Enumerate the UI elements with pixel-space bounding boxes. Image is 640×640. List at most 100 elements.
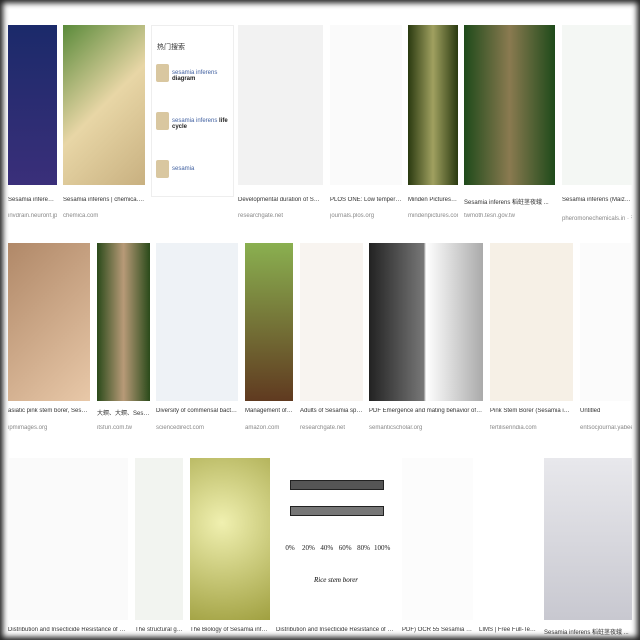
result-caption[interactable]: Sesamia inferens 稻蛀茎夜蛾 ... xyxy=(544,630,629,636)
result-thumbnail[interactable] xyxy=(245,243,293,401)
result-source[interactable]: mindenpictures.com xyxy=(408,213,458,219)
inset-tick-label: 40% xyxy=(320,544,334,552)
result-source[interactable]: ipmimages.org xyxy=(8,425,48,431)
inset-bar xyxy=(290,480,384,490)
related-item[interactable]: sesamia inferens diagram xyxy=(172,70,233,82)
result-tile[interactable]: PDF) OCR 55 Sesamia inferens ... xyxy=(402,458,473,640)
result-source[interactable]: semanticscholar.org xyxy=(369,425,423,431)
result-caption[interactable]: Developmental duration of Sesamia infere… xyxy=(238,197,323,203)
result-thumbnail[interactable] xyxy=(464,25,555,185)
result-thumbnail[interactable] xyxy=(300,243,363,401)
result-thumbnail[interactable] xyxy=(369,243,483,401)
result-caption[interactable]: PLOS ONE: Low temperature deve... xyxy=(330,197,402,203)
result-source[interactable]: journals.plos.org xyxy=(330,213,375,219)
result-thumbnail[interactable] xyxy=(330,25,402,185)
inset-tick-label: 20% xyxy=(301,544,315,552)
result-caption[interactable]: Sesamia inferens 稻蛀茎夜蛾 ... xyxy=(464,200,549,206)
result-tile[interactable]: PLOS ONE: Low temperature deve... journal… xyxy=(330,25,402,219)
result-thumbnail[interactable] xyxy=(156,243,238,401)
result-thumbnail[interactable] xyxy=(562,25,632,185)
result-caption[interactable]: 大螟、大螟、Sesamia inf... xyxy=(97,411,150,417)
result-thumbnail[interactable] xyxy=(408,25,458,185)
related-item[interactable]: sesamia inferens life cycle xyxy=(172,118,233,130)
result-tile[interactable]: Sesamia inferens - new... invdrain.neuron… xyxy=(8,25,57,219)
result-source[interactable]: researchgate.net xyxy=(300,425,346,431)
result-source[interactable]: entsocjournal.yabee.com... xyxy=(580,425,632,431)
result-tile[interactable]: LIMS | Free Full-Text | The Co... xyxy=(479,458,537,640)
result-caption[interactable]: Distribution and Insecticide Resistance … xyxy=(8,627,128,633)
result-source[interactable]: fertiliserindia.com xyxy=(490,425,537,431)
result-source[interactable]: amazon.com xyxy=(245,425,280,431)
result-source[interactable]: invdrain.neuronf.jp xyxy=(8,213,57,219)
result-caption[interactable]: Sesamia inferens | chemica.com xyxy=(63,197,145,203)
related-icon xyxy=(156,112,169,130)
result-source[interactable]: sciencedirect.com xyxy=(156,425,205,431)
result-thumbnail[interactable] xyxy=(479,458,537,620)
result-tile[interactable]: asiatic pink stem borer, Sesamia inferen… xyxy=(8,243,90,431)
result-thumbnail[interactable] xyxy=(8,458,128,620)
result-caption[interactable]: LIMS | Free Full-Text | The Co... xyxy=(479,627,537,633)
result-tile[interactable]: 大螟、大螟、Sesamia inf... itsfun.com.tw xyxy=(97,243,150,431)
result-caption[interactable]: Sesamia inferens (Maize pink ste... xyxy=(562,197,632,203)
related-query: sesamia inferens xyxy=(172,70,218,76)
related-icon xyxy=(156,160,169,178)
result-thumbnail[interactable] xyxy=(135,458,183,620)
related-query: sesamia inferens xyxy=(172,118,218,124)
result-tile[interactable]: The structural genetic... xyxy=(135,458,183,640)
related-suffix: diagram xyxy=(172,76,196,82)
result-thumbnail[interactable] xyxy=(190,458,270,620)
inset-tick-label: 80% xyxy=(357,544,371,552)
result-tile[interactable]: Minden Pictures - Purpl... mindenpictures… xyxy=(408,25,458,219)
result-thumbnail[interactable] xyxy=(8,243,90,401)
result-tile[interactable]: PDF Emergence and mating behavior of the… xyxy=(369,243,483,431)
result-thumbnail[interactable] xyxy=(8,25,57,185)
result-tile[interactable]: Distribution and Insecticide Resistance … xyxy=(8,458,128,640)
inset-tick-label: 100% xyxy=(374,544,391,552)
result-thumbnail[interactable] xyxy=(97,243,150,401)
inset-tick-label: 60% xyxy=(338,544,352,552)
result-source[interactable]: chemica.com xyxy=(63,213,99,219)
result-caption[interactable]: Untitled xyxy=(580,408,601,414)
result-thumbnail[interactable]: 0% 20% 40% 60% 80% 100% Rice stem borer xyxy=(276,458,396,620)
result-caption[interactable]: Management of pink b... xyxy=(245,408,293,414)
result-tile[interactable]: Sesamia inferens 稻蛀茎夜蛾 ... twmoth.tesri.g… xyxy=(464,25,555,219)
result-caption[interactable]: Diversity of commensal bacteria from mi.… xyxy=(156,408,238,414)
result-caption[interactable]: Pink Stem Borer (Sesamia inferens) Maiz.… xyxy=(490,408,573,414)
result-caption[interactable]: PDF Emergence and mating behavior of the… xyxy=(369,408,483,414)
result-caption[interactable]: Adults of Sesamia species. A... xyxy=(300,408,363,414)
result-caption[interactable]: The Biology of Sesamia inferens (Walk... xyxy=(190,627,270,633)
result-tile[interactable]: Sesamia inferens 稻蛀茎夜蛾 ... xyxy=(544,458,632,640)
related-searches: 热门搜索 sesamia inferens diagram sesamia in… xyxy=(151,25,234,197)
result-thumbnail[interactable] xyxy=(490,243,573,401)
result-tile[interactable]: Adults of Sesamia species. A... researchg… xyxy=(300,243,363,431)
result-thumbnail[interactable] xyxy=(63,25,145,185)
result-caption[interactable]: The structural genetic... xyxy=(135,627,183,633)
result-tile[interactable]: Sesamia inferens | chemica.com chemica.co… xyxy=(63,25,145,219)
result-tile[interactable]: Developmental duration of Sesamia infere… xyxy=(238,25,323,219)
result-source[interactable]: researchgate.net xyxy=(238,213,284,219)
result-tile[interactable]: Diversity of commensal bacteria from mi.… xyxy=(156,243,238,431)
result-source[interactable]: pheromonechemicals.in · 有货 xyxy=(562,216,632,222)
result-tile[interactable]: Management of pink b... amazon.com xyxy=(245,243,293,431)
result-caption[interactable]: PDF) OCR 55 Sesamia inferens ... xyxy=(402,627,473,633)
result-thumbnail[interactable] xyxy=(402,458,473,620)
result-caption[interactable]: asiatic pink stem borer, Sesamia inferen… xyxy=(8,408,90,414)
result-tile[interactable]: Pink Stem Borer (Sesamia inferens) Maiz.… xyxy=(490,243,573,431)
result-thumbnail[interactable] xyxy=(544,458,632,620)
result-source[interactable]: itsfun.com.tw xyxy=(97,425,133,431)
inset-tick-label: 0% xyxy=(285,544,295,552)
related-item[interactable]: sesamia xyxy=(172,166,194,172)
result-thumbnail[interactable] xyxy=(580,243,632,401)
result-tile[interactable]: 0% 20% 40% 60% 80% 100% Rice stem borer Distrib… xyxy=(276,458,396,640)
result-caption[interactable]: Minden Pictures - Purpl... xyxy=(408,197,458,203)
result-thumbnail[interactable] xyxy=(238,25,323,185)
result-caption[interactable]: Sesamia inferens - new... xyxy=(8,197,57,203)
result-tile[interactable]: Sesamia inferens (Maize pink ste... phero… xyxy=(562,25,632,222)
result-tile[interactable]: Untitled entsocjournal.yabee.com... xyxy=(580,243,632,431)
result-caption[interactable]: Distribution and Insecticide Resistance … xyxy=(276,627,396,633)
related-suffix: life cycle xyxy=(172,118,228,130)
result-source[interactable]: twmoth.tesri.gov.tw xyxy=(464,213,515,219)
result-tile[interactable]: The Biology of Sesamia inferens (Walk... xyxy=(190,458,270,640)
inset-axis-title: Rice stem borer xyxy=(313,576,359,584)
